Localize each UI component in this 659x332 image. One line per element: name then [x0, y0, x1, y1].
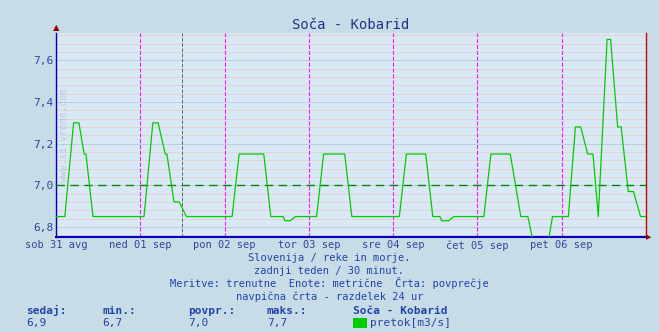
Text: ▲: ▲	[53, 23, 59, 32]
Text: zadnji teden / 30 minut.: zadnji teden / 30 minut.	[254, 266, 405, 276]
Text: maks.:: maks.:	[267, 306, 307, 316]
Text: Soča - Kobarid: Soča - Kobarid	[353, 306, 447, 316]
Text: ▶: ▶	[646, 234, 651, 240]
Text: povpr.:: povpr.:	[188, 306, 235, 316]
Text: 6,9: 6,9	[26, 318, 47, 328]
Text: navpična črta - razdelek 24 ur: navpična črta - razdelek 24 ur	[236, 292, 423, 302]
Text: pretok[m3/s]: pretok[m3/s]	[370, 318, 451, 328]
Text: 7,0: 7,0	[188, 318, 208, 328]
Title: Soča - Kobarid: Soča - Kobarid	[293, 18, 409, 32]
Text: Slovenija / reke in morje.: Slovenija / reke in morje.	[248, 253, 411, 263]
Text: Meritve: trenutne  Enote: metrične  Črta: povprečje: Meritve: trenutne Enote: metrične Črta: …	[170, 277, 489, 289]
Text: 6,7: 6,7	[102, 318, 123, 328]
Text: sedaj:: sedaj:	[26, 305, 67, 316]
Text: www.si-vreme.com: www.si-vreme.com	[59, 88, 69, 182]
Text: min.:: min.:	[102, 306, 136, 316]
Text: 7,7: 7,7	[267, 318, 287, 328]
